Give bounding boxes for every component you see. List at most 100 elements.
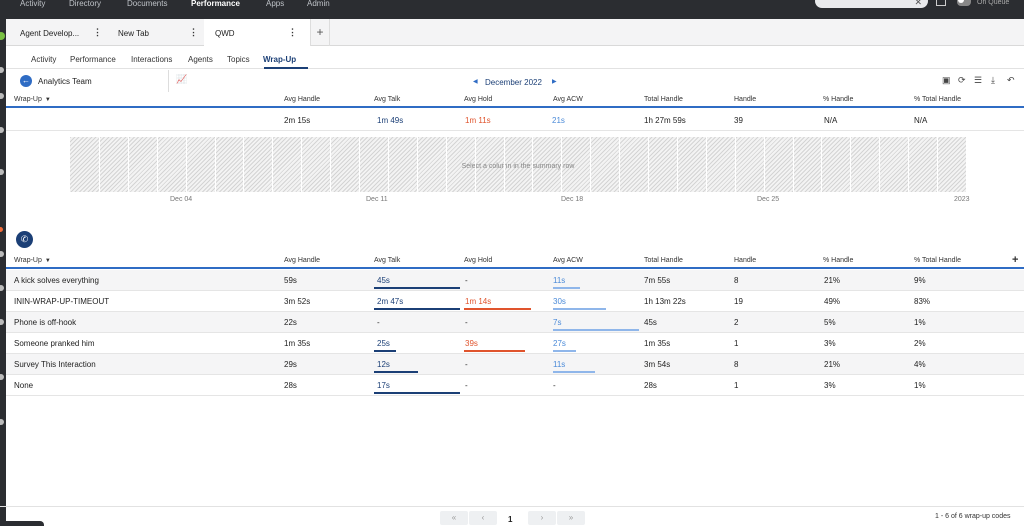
workspace-tab-agent[interactable]: Agent Develop... ⋮ — [6, 19, 106, 46]
column-header-total-handle[interactable]: Total Handle — [644, 257, 683, 264]
presence-icon[interactable] — [0, 32, 5, 40]
column-header-wrap-up[interactable]: Wrap-Up ▼ — [14, 96, 51, 103]
back-arrow-icon[interactable]: ← — [20, 75, 32, 87]
column-header-avg-hold[interactable]: Avg Hold — [464, 257, 493, 264]
tab-interactions[interactable]: Interactions — [131, 55, 173, 64]
nav-performance[interactable]: Performance — [191, 0, 240, 8]
column-header-pct-handle[interactable]: % Handle — [823, 96, 854, 103]
row-wrap-up-name: Phone is off-hook — [14, 318, 77, 327]
column-header-wrap-up[interactable]: Wrap-Up ▼ — [14, 257, 51, 264]
chevron-down-icon[interactable]: ▼ — [44, 97, 51, 103]
table-row[interactable]: Phone is off-hook 22s - - 7s 45s 2 5% 1% — [6, 312, 1024, 333]
nav-admin[interactable]: Admin — [307, 0, 330, 8]
last-page-button[interactable]: » — [557, 511, 585, 525]
tab-wrap-up[interactable]: Wrap-Up — [263, 55, 297, 64]
column-header-handle[interactable]: Handle — [734, 257, 757, 264]
previous-page-button[interactable]: ‹ — [469, 511, 497, 525]
hold-bar — [464, 350, 525, 352]
undo-icon[interactable]: ↶ — [1007, 75, 1015, 85]
row-pct-handle: 21% — [824, 360, 841, 369]
column-header-avg-talk[interactable]: Avg Talk — [374, 257, 401, 264]
sub-tabs: Activity Performance Interactions Agents… — [6, 47, 1024, 69]
nav-apps[interactable]: Apps — [266, 0, 285, 8]
rail-icon[interactable] — [0, 169, 4, 175]
add-tab-button[interactable]: + — [310, 19, 330, 46]
summary-avg-acw[interactable]: 21s — [552, 116, 565, 125]
column-header-pct-handle[interactable]: % Handle — [823, 257, 854, 264]
workspace-tab-qwd[interactable]: QWD ⋮ — [204, 19, 310, 46]
row-avg-acw: 7s — [553, 318, 562, 327]
tab-performance[interactable]: Performance — [70, 55, 116, 64]
row-avg-hold: - — [465, 318, 468, 327]
row-pct-total-handle: 4% — [914, 360, 926, 369]
rail-icon[interactable] — [0, 127, 4, 133]
column-header-avg-hold[interactable]: Avg Hold — [464, 96, 493, 103]
column-header-total-handle[interactable]: Total Handle — [644, 96, 683, 103]
rail-icon[interactable] — [0, 285, 4, 291]
summary-avg-talk[interactable]: 1m 49s — [377, 116, 404, 125]
nav-directory[interactable]: Directory — [69, 0, 102, 8]
chart-placeholder-message: Select a column in the summary row — [461, 163, 575, 170]
row-handle: 2 — [734, 318, 739, 327]
table-row[interactable]: None 28s 17s - - 28s 1 3% 1% — [6, 375, 1024, 396]
first-page-button[interactable]: « — [440, 511, 468, 525]
summary-pct-total-handle[interactable]: N/A — [914, 116, 928, 125]
phone-icon[interactable]: ✆ — [16, 231, 33, 248]
current-page[interactable]: 1 — [508, 515, 513, 524]
column-header-avg-handle[interactable]: Avg Handle — [284, 257, 321, 264]
refresh-icon[interactable]: ⟳ — [958, 75, 966, 85]
column-header-pct-total-handle[interactable]: % Total Handle — [914, 96, 961, 103]
row-avg-talk: 17s — [377, 381, 390, 390]
add-column-button[interactable]: + — [1012, 254, 1019, 266]
column-header-handle[interactable]: Handle — [734, 96, 757, 103]
summary-handle[interactable]: 39 — [734, 116, 743, 125]
more-options-icon[interactable]: ⋮ — [189, 27, 198, 37]
queue-toggle[interactable] — [957, 0, 971, 6]
details-table-header: Wrap-Up ▼ Avg Handle Avg Talk Avg Hold Av… — [6, 253, 1024, 269]
chart-column-divider — [561, 137, 562, 192]
table-row[interactable]: A kick solves everything 59s 45s - 11s 7m 55s… — [6, 270, 1024, 291]
table-row[interactable]: Survey This Interaction 29s 12s - 11s 3m 54s 8… — [6, 354, 1024, 375]
rail-icon[interactable] — [0, 319, 4, 325]
rail-icon[interactable] — [0, 93, 4, 99]
workspace-tab-new[interactable]: New Tab ⋮ — [106, 19, 204, 46]
nav-documents[interactable]: Documents — [127, 0, 168, 8]
column-header-avg-acw[interactable]: Avg ACW — [553, 96, 583, 103]
rail-icon[interactable] — [0, 374, 4, 380]
table-row[interactable]: ININ-WRAP-UP-TIMEOUT 3m 52s 2m 47s 1m 14s 30… — [6, 291, 1024, 312]
table-row[interactable]: Someone pranked him 1m 35s 25s 39s 27s 1m 35s… — [6, 333, 1024, 354]
notification-icon[interactable] — [0, 227, 3, 232]
pagination: « ‹ 1 › » 1 - 6 of 6 wrap-up codes — [0, 506, 1024, 526]
summary-avg-handle[interactable]: 2m 15s — [284, 116, 311, 125]
global-search-input[interactable]: ✕ — [815, 0, 928, 8]
rail-icon[interactable] — [0, 67, 4, 73]
chevron-down-icon[interactable]: ▼ — [44, 258, 51, 264]
summary-avg-hold[interactable]: 1m 11s — [465, 116, 491, 125]
more-options-icon[interactable]: ⋮ — [93, 27, 102, 37]
clear-search-icon[interactable]: ✕ — [914, 0, 922, 7]
columns-icon[interactable]: ☰ — [974, 75, 983, 85]
tab-agents[interactable]: Agents — [188, 55, 213, 64]
next-page-button[interactable]: › — [528, 511, 556, 525]
previous-month-button[interactable]: ◀ — [473, 79, 478, 85]
nav-activity[interactable]: Activity — [20, 0, 46, 8]
rail-icon[interactable] — [0, 419, 4, 425]
chart-column-divider — [590, 137, 591, 192]
rail-icon[interactable] — [0, 251, 4, 257]
monitor-icon[interactable] — [936, 0, 946, 6]
download-icon[interactable]: ⤓ — [991, 75, 995, 85]
column-header-avg-talk[interactable]: Avg Talk — [374, 96, 401, 103]
row-handle: 19 — [734, 297, 743, 306]
column-header-avg-acw[interactable]: Avg ACW — [553, 257, 583, 264]
summary-total-handle[interactable]: 1h 27m 59s — [644, 116, 686, 125]
next-month-button[interactable]: ▶ — [552, 79, 557, 85]
summary-pct-handle[interactable]: N/A — [824, 116, 838, 125]
column-header-avg-handle[interactable]: Avg Handle — [284, 96, 321, 103]
tab-activity[interactable]: Activity — [31, 55, 57, 64]
row-handle: 8 — [734, 360, 739, 369]
column-header-pct-total-handle[interactable]: % Total Handle — [914, 257, 961, 264]
tab-topics[interactable]: Topics — [227, 55, 250, 64]
more-options-icon[interactable]: ⋮ — [288, 27, 297, 37]
line-chart-icon[interactable]: 📈 — [176, 74, 188, 84]
save-icon[interactable]: ▣ — [942, 75, 951, 85]
